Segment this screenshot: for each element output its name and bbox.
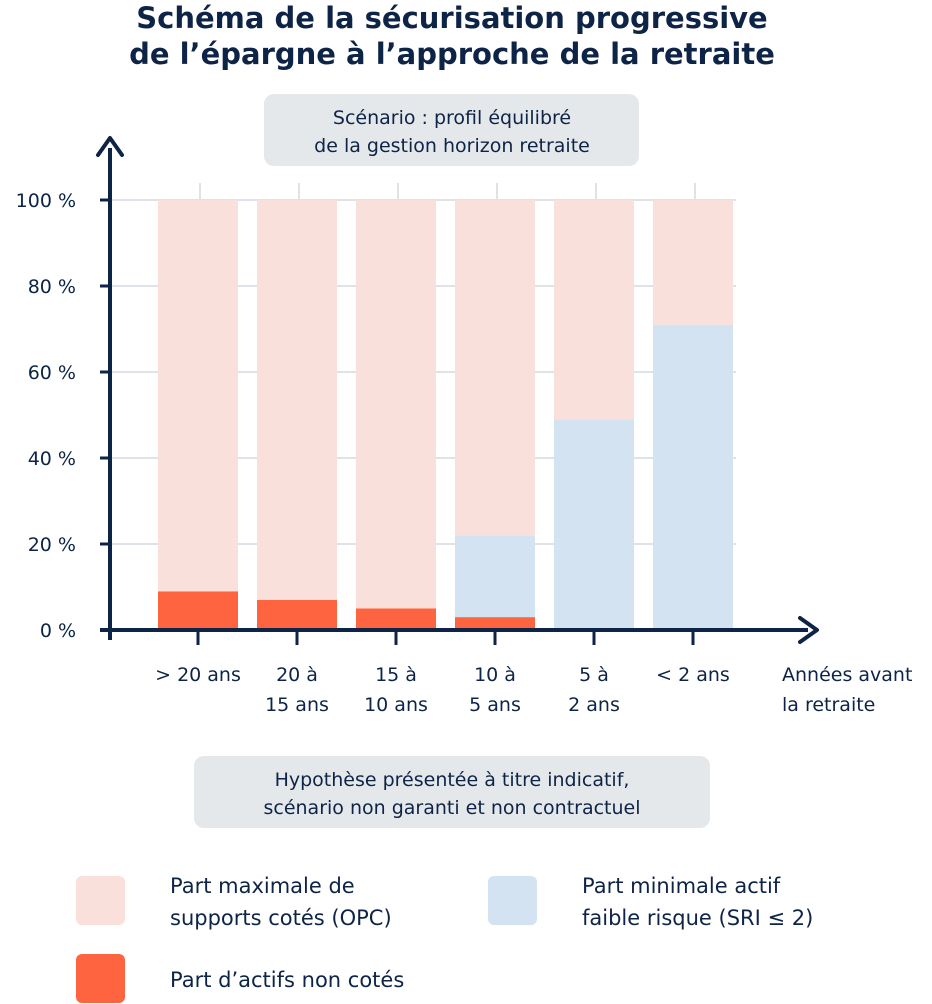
legend: Part maximale de supports cotés (OPC) Pa… [76,874,813,1003]
chart-title-line-1: Schéma de la sécurisation progressive [136,1,767,35]
x-tick-label: 10 ans [364,694,428,716]
chart-title-line-2: de l’épargne à l’approche de la retraite [129,37,775,71]
bar-segment [455,617,535,630]
x-tick-label: 20 à [276,664,318,686]
bar-segment [158,200,238,592]
x-tick-label: 15 à [375,664,417,686]
x-tick-label: 15 ans [265,694,329,716]
y-tick-label: 40 % [28,448,76,470]
x-tick-label: > 20 ans [155,664,241,686]
y-axis-ticks: 0 % 20 % 40 % 60 % 80 % 100 % [16,190,110,642]
bar-segment [455,200,535,536]
note-line-2: scénario non garanti et non contractuel [263,797,640,819]
x-tick-label: 5 à [579,664,609,686]
note-box [194,756,710,828]
x-axis-label-line-1: Années avant [782,664,912,686]
y-tick-label: 0 % [40,620,76,642]
x-tick-label: 2 ans [568,694,620,716]
subtitle-line-1: Scénario : profil équilibré [333,107,571,129]
y-axis-arrow-icon [96,136,124,157]
bar-segment [356,200,436,609]
bar-segment [554,200,634,420]
bar-segment [554,419,634,630]
bars [158,200,733,630]
subtitle-line-2: de la gestion horizon retraite [314,135,590,157]
legend-label-non-cotes: Part d’actifs non cotés [170,968,404,992]
bar-segment [455,535,535,618]
legend-swatch-faible-risque [488,876,537,925]
subtitle-box [264,94,639,166]
x-tick-label: 10 à [474,664,516,686]
bar-segment [158,591,238,630]
legend-label-faible-risque-2: faible risque (SRI ≤ 2) [582,906,813,930]
y-tick-label: 80 % [28,276,76,298]
x-axis-label-line-2: la retraite [782,694,875,716]
x-tick-label: 5 ans [469,694,521,716]
y-tick-label: 60 % [28,362,76,384]
bar-segment [356,608,436,630]
bar-segment [257,599,337,630]
x-tick-label: < 2 ans [656,664,730,686]
x-axis-arrow-icon [798,616,819,644]
y-tick-label: 20 % [28,534,76,556]
y-tick-label: 100 % [16,190,76,212]
note-line-1: Hypothèse présentée à titre indicatif, [275,769,630,791]
bar-segment [653,324,733,630]
bar-segment [257,200,337,600]
x-axis-ticks: > 20 ans 20 à 15 ans 15 à 10 ans 10 à 5 ans 5 à… [155,630,730,716]
legend-label-cotes-2: supports cotés (OPC) [170,906,392,930]
legend-label-faible-risque-1: Part minimale actif [582,874,781,898]
legend-swatch-cotes [76,876,125,925]
legend-label-cotes-1: Part maximale de [170,874,355,898]
legend-swatch-non-cotes [76,954,125,1003]
bar-segment [653,200,733,325]
